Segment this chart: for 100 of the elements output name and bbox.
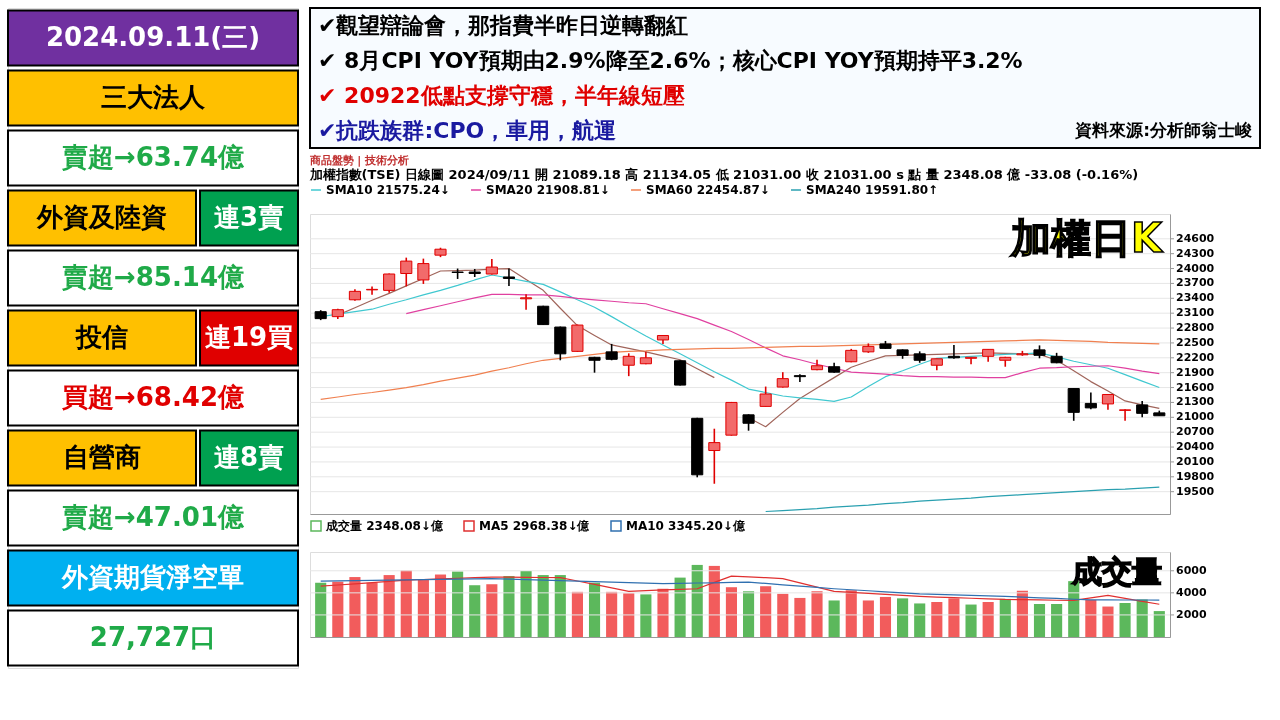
line-series [405,293,1160,379]
y-tick-label: 20100 [1176,454,1215,468]
text: ✔抗跌族群:CPO，車用，航運 [318,117,617,143]
bar [1153,611,1165,637]
text: 賣超→63.74億 [60,142,246,172]
bar [606,591,618,637]
bar [725,587,737,637]
text: 賣超→47.01億 [60,502,246,532]
bar [554,575,566,637]
candlestick [365,285,379,296]
text: 三大法人 [101,82,206,112]
bar [999,598,1011,637]
text: 自營商 [63,442,141,472]
legend-label: 成交量 2348.08↓億 [325,519,444,533]
y-tick-label: 6000 [1176,563,1207,577]
text: 2024.09.11(三) [45,22,261,52]
bar [1085,599,1097,637]
bar [657,588,669,637]
bar [982,602,994,637]
chart-subtitle: 加權指數(TSE) 日線圖 2024/09/11 開 21089.18 高 21134.05 低 21031.00 收 21031.00 s 點 量 2348.08 億 -33.08 (-0.16%) [308,167,1139,182]
candlestick [400,256,413,288]
legend-label: SMA60 22454.87↓ [646,183,770,197]
candlestick [964,356,978,366]
bar [777,593,789,637]
bar [400,570,412,637]
candlestick [1119,408,1132,422]
candlestick [502,267,516,287]
candlestick [417,257,430,285]
bar [332,581,344,637]
bar [743,591,755,637]
text: 27,727口 [89,622,217,652]
legend-label: SMA20 21908.81↓ [486,183,610,197]
bar [948,598,960,637]
bar [452,571,464,637]
text: 連3賣 [213,202,285,232]
y-tick-label: 21000 [1176,410,1215,424]
bar [469,585,481,637]
candlestick [383,272,396,294]
bar [965,604,977,637]
bar [537,575,549,637]
bar [503,576,515,637]
bar [434,574,447,637]
bar [708,565,720,637]
y-tick-label: 20400 [1176,440,1215,454]
y-tick-label: 19800 [1176,469,1215,483]
bar [879,596,892,637]
bar [623,593,635,637]
text: 外資及陸資 [36,202,167,232]
y-tick-label: 20700 [1176,425,1215,439]
text: ✔ 8月CPI YOY預期由2.9%降至2.6%；核心CPI YOY預期持平3.2% [318,47,1023,73]
bar [897,598,909,637]
legend-label: SMA10 21575.24↓ [326,183,450,197]
y-tick-label: 23400 [1176,291,1215,305]
candlestick [520,293,533,311]
y-tick-label: 24000 [1176,261,1215,275]
bar [383,575,395,637]
bar [571,591,583,637]
y-tick-label: 22500 [1176,335,1215,349]
bar [1102,606,1114,637]
bar [845,590,857,637]
legend-label: SMA240 19591.80↑ [806,183,939,197]
text: 買超→68.42億 [61,382,246,412]
y-tick-label: 22800 [1176,321,1215,335]
y-tick-label: 19500 [1176,484,1215,498]
candlestick [1067,387,1080,422]
bar [931,602,943,637]
chart-title: 加權日K [1010,215,1164,261]
bar [640,594,652,637]
text: ✔ 20922低點支撐守穩，半年線短壓 [318,82,686,108]
text: ✔觀望辯論會，那指費半昨日逆轉翻紅 [318,12,689,38]
bar [811,591,823,637]
text: 投信 [75,322,128,352]
y-tick-label: 24600 [1176,231,1215,245]
candlestick [708,427,721,485]
bar [828,600,840,637]
text: 商品盤勢 | 技術分析 [308,154,410,167]
bar [760,586,772,637]
bar [1119,603,1131,637]
candlestick [793,373,806,383]
bar [588,582,601,637]
bar [1051,603,1063,637]
y-tick-label: 23700 [1176,276,1215,290]
source-note: 資料來源:分析師翁士峻 [1074,119,1252,140]
legend-label: MA10 3345.20↓億 [626,519,746,533]
candlestick [622,352,635,377]
line-series [765,486,1160,513]
bar [674,577,686,637]
y-tick-label: 21300 [1176,395,1215,409]
y-tick-label: 24300 [1176,246,1215,260]
candlestick [759,385,772,408]
text: 連8賣 [213,442,285,472]
line-series [320,339,1160,401]
y-tick-label: 21900 [1176,365,1215,379]
chart-title: 成交量 [1071,554,1162,589]
y-tick-label: 23100 [1176,306,1215,320]
bar [349,577,361,637]
bar [1033,603,1046,637]
bar [417,579,429,637]
y-tick-label: 4000 [1176,585,1207,599]
bar [486,584,498,637]
